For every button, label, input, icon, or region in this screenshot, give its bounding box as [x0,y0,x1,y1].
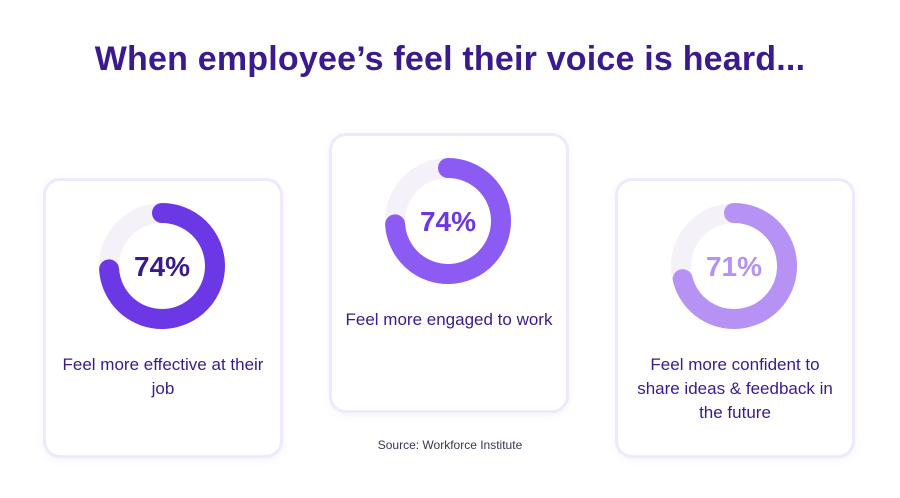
source-note: Source: Workforce Institute [377,438,523,452]
donut-arc [672,203,797,329]
donut-chart-effective: 74% [99,203,225,329]
donut-percent-label: 74% [420,206,476,237]
donut-chart-engaged: 74% [385,158,511,284]
stat-description: Feel more confident to share ideas & fee… [637,355,833,422]
donut-chart-confident: 71% [671,203,797,329]
donut-percent-label: 74% [134,251,190,282]
stat-description: Feel more engaged to work [345,310,553,329]
donut-percent-label: 71% [706,251,762,282]
stat-card-effective: 74% Feel more effective at their job [46,181,280,455]
stat-card-confident: 71% Feel more confident to share ideas &… [618,181,852,455]
donut-arc [99,203,225,329]
page-title: When employee’s feel their voice is hear… [94,40,806,78]
stat-card-engaged: 74% Feel more engaged to work [332,136,566,410]
stat-description: Feel more effective at their job [62,355,264,398]
donut-arc [385,158,511,284]
